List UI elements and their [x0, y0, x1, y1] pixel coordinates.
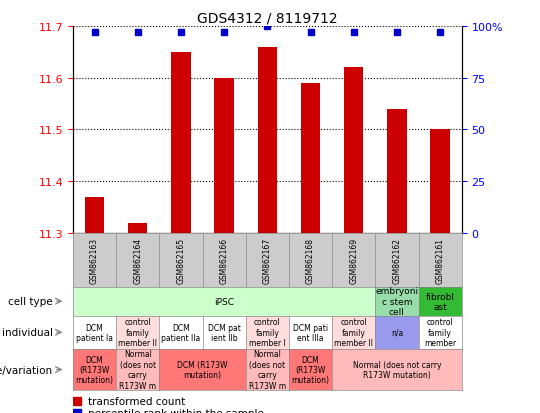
Text: GSM862167: GSM862167 [263, 237, 272, 283]
Bar [171, 52, 191, 233]
Text: DCM
(R173W
mutation): DCM (R173W mutation) [76, 355, 113, 385]
Text: DCM pat
ient IIb: DCM pat ient IIb [208, 323, 240, 342]
Bar [301, 83, 320, 233]
Text: DCM
patient IIa: DCM patient IIa [161, 323, 200, 342]
Text: n/a: n/a [391, 328, 403, 337]
Text: DCM
(R173W
mutation): DCM (R173W mutation) [292, 355, 329, 385]
Text: fibrobl
ast: fibrobl ast [426, 292, 455, 311]
Bar [430, 130, 450, 233]
Bar [344, 68, 363, 233]
Bar [128, 223, 147, 233]
Text: GSM862166: GSM862166 [220, 237, 228, 283]
Text: transformed count: transformed count [89, 396, 186, 406]
Text: Normal
(does not
carry
R173W m: Normal (does not carry R173W m [249, 349, 286, 390]
Text: GSM862162: GSM862162 [393, 237, 401, 283]
Text: GSM862161: GSM862161 [436, 237, 444, 283]
Bar [387, 109, 407, 233]
Bar [258, 47, 277, 233]
Text: GSM862168: GSM862168 [306, 237, 315, 283]
Text: control
family
member: control family member [424, 318, 456, 347]
Text: Normal (does not carry
R173W mutation): Normal (does not carry R173W mutation) [353, 360, 441, 379]
Text: GSM862165: GSM862165 [177, 237, 185, 283]
Text: DCM pati
ent IIIa: DCM pati ent IIIa [293, 323, 328, 342]
Text: individual: individual [2, 328, 53, 337]
Text: genotype/variation: genotype/variation [0, 365, 53, 375]
Text: DCM (R173W
mutation): DCM (R173W mutation) [177, 360, 228, 379]
Text: GSM862164: GSM862164 [133, 237, 142, 283]
Text: embryoni
c stem
cell: embryoni c stem cell [375, 287, 418, 316]
Title: GDS4312 / 8119712: GDS4312 / 8119712 [197, 12, 338, 26]
Text: control
family
member II: control family member II [118, 318, 157, 347]
Text: Normal
(does not
carry
R173W m: Normal (does not carry R173W m [119, 349, 156, 390]
Bar [85, 197, 104, 233]
Text: control
family
member II: control family member II [334, 318, 373, 347]
Text: percentile rank within the sample: percentile rank within the sample [89, 408, 264, 413]
Text: iPSC: iPSC [214, 297, 234, 306]
Text: GSM862163: GSM862163 [90, 237, 99, 283]
Text: DCM
patient Ia: DCM patient Ia [76, 323, 113, 342]
Bar [214, 78, 234, 233]
Text: GSM862169: GSM862169 [349, 237, 358, 283]
Text: cell type: cell type [8, 297, 53, 306]
Text: control
family
member I: control family member I [249, 318, 286, 347]
